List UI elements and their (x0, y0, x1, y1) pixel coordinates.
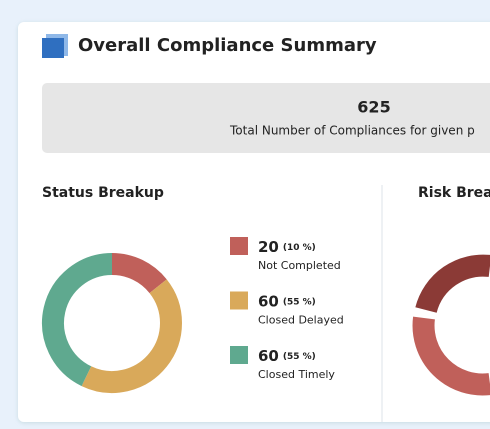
legend-swatch (230, 346, 248, 364)
status-donut (42, 253, 182, 393)
legend-label: Closed Delayed (258, 314, 344, 327)
donut-segment (111, 253, 167, 294)
donut-segment (81, 279, 182, 393)
legend: 20 (10 %) Not Completed 60 (55 %) Closed Dela… (230, 237, 344, 381)
section-title: Risk Brea (418, 185, 490, 201)
legend-label: Closed Timely (258, 368, 335, 381)
legend-value: 60 (55 %) (258, 347, 316, 365)
legend-swatch (230, 291, 248, 310)
legend-value: 20 (10 %) (258, 238, 316, 256)
value-label: 60 (258, 347, 279, 365)
legend-swatch (230, 237, 248, 255)
card (18, 22, 490, 422)
risk-donut (412, 254, 490, 396)
card-title: Overall Compliance Summary (78, 35, 377, 56)
total-label: Total Number of Compliances for given p (229, 124, 475, 138)
total-box (42, 83, 490, 153)
total-value: 625 (357, 98, 390, 117)
legend-label: Not Completed (258, 259, 341, 272)
value-label: 20 (258, 238, 279, 256)
legend-value: 60 (55 %) (258, 292, 316, 310)
donut-segment (42, 253, 113, 387)
percent-label: (55 %) (283, 352, 316, 362)
percent-label: (10 %) (283, 243, 316, 253)
value-label: 60 (258, 292, 279, 310)
title-icon (42, 34, 68, 58)
percent-label: (55 %) (283, 297, 316, 307)
section-title: Status Breakup (42, 185, 164, 201)
